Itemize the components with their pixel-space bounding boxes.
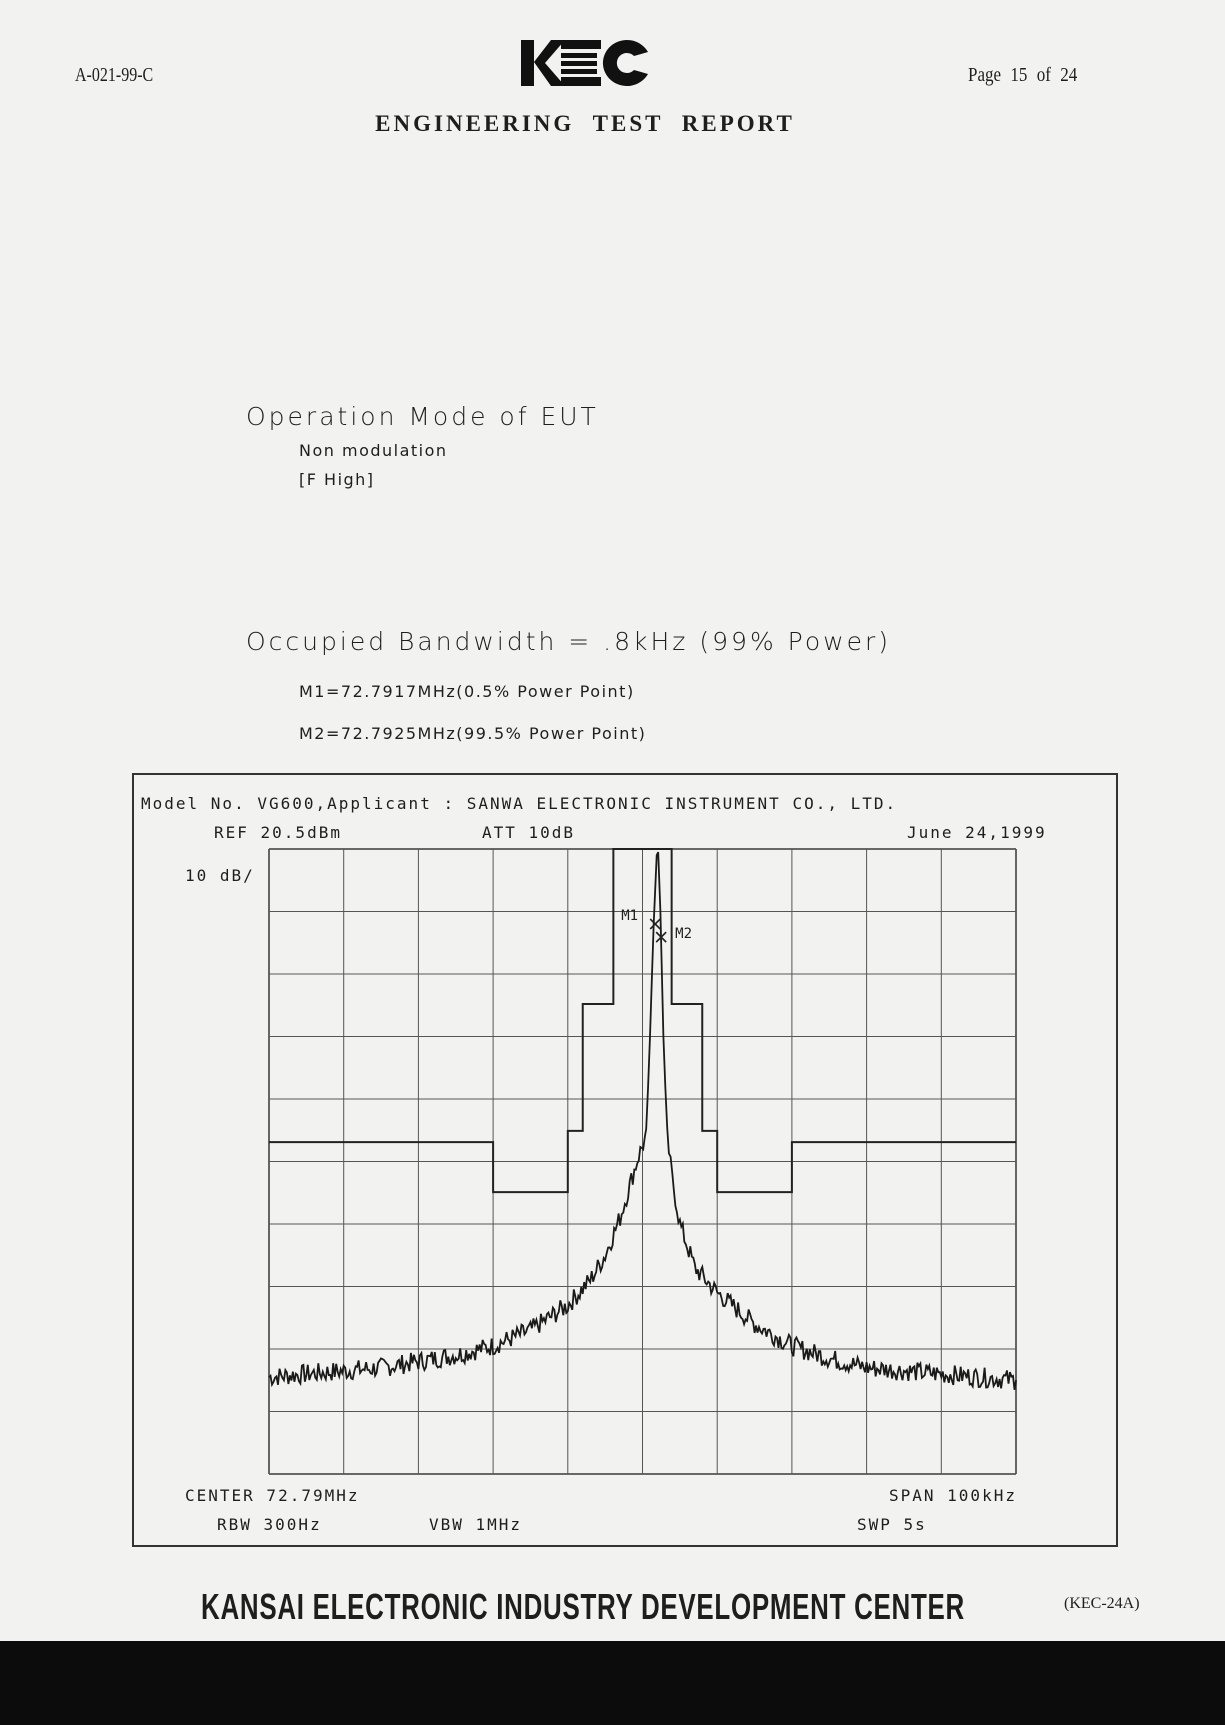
test-date: June 24,1999 <box>907 823 1047 842</box>
marker-m1-cross <box>649 918 661 930</box>
document-id: A-021-99-C <box>75 64 154 86</box>
marker-m1-readout: M1=72.7917MHz(0.5% Power Point) <box>299 682 635 701</box>
operation-mode-title: Operation Mode of EUT <box>246 402 599 431</box>
resolution-bandwidth: RBW 300Hz <box>217 1515 322 1534</box>
report-title: ENGINEERING TEST REPORT <box>375 111 795 136</box>
occupied-bandwidth-title: Occupied Bandwidth = .8kHz (99% Power) <box>246 627 891 656</box>
marker-m2-label: M2 <box>675 926 692 942</box>
frequency-span: SPAN 100kHz <box>889 1486 1017 1505</box>
marker-m2-readout: M2=72.7925MHz(99.5% Power Point) <box>299 724 647 743</box>
marker-m2-cross <box>655 931 667 943</box>
video-bandwidth: VBW 1MHz <box>429 1515 523 1534</box>
attenuation: ATT 10dB <box>482 823 576 842</box>
marker-m1-label: M1 <box>621 908 638 924</box>
spectrum-trace <box>268 851 1017 1390</box>
spectrum-plot-frame <box>132 773 1118 1547</box>
form-number: (KEC-24A) <box>1064 1595 1140 1612</box>
footer-organization: KANSAI ELECTRONIC INDUSTRY DEVELOPMENT C… <box>201 1586 965 1627</box>
limit-mask-line <box>269 848 1016 1194</box>
page-number: Page 15 of 24 <box>968 64 1078 86</box>
model-applicant-line: Model No. VG600,Applicant : SANWA ELECTR… <box>141 794 898 813</box>
reference-level: REF 20.5dBm <box>214 823 342 842</box>
scan-border <box>0 1641 1225 1725</box>
vertical-scale: 10 dB/ <box>185 866 255 885</box>
operation-mode-detail: Non modulation <box>299 441 448 460</box>
center-frequency: CENTER 72.79MHz <box>185 1486 360 1505</box>
operation-mode-channel: [F High] <box>299 470 375 489</box>
kec-logo <box>521 40 648 86</box>
sweep-time: SWP 5s <box>857 1515 927 1534</box>
